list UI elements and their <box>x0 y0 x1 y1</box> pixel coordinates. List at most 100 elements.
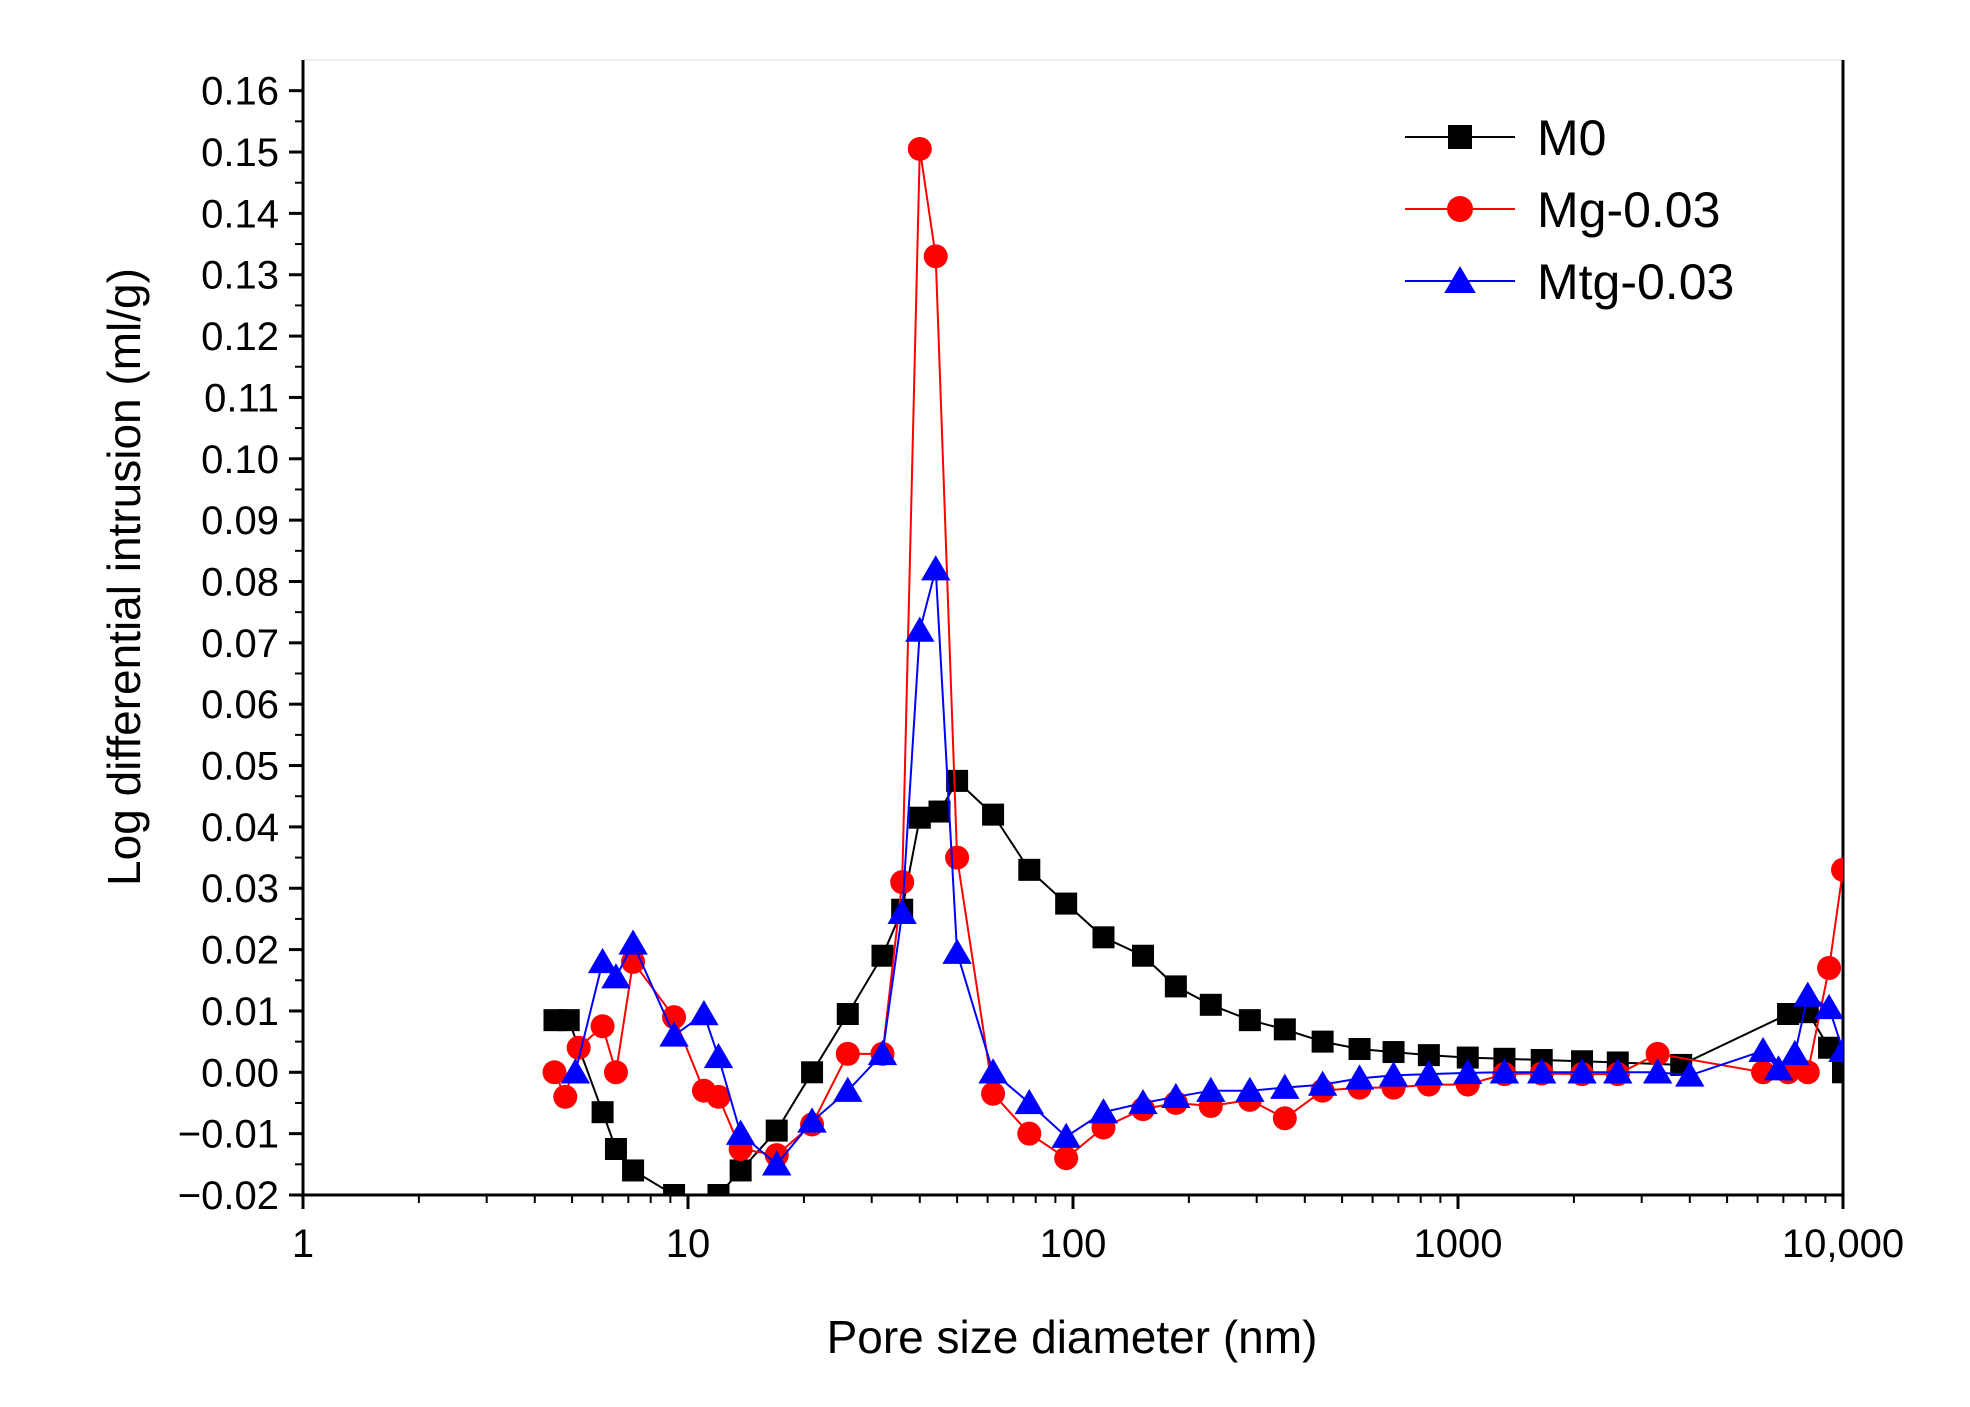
data-point <box>591 1101 614 1124</box>
y-tick-label: 0.02 <box>201 929 279 973</box>
data-point <box>1603 1058 1633 1084</box>
y-tick-label: 0.06 <box>201 683 279 727</box>
data-point <box>1777 1003 1800 1026</box>
data-point <box>618 929 648 955</box>
data-point <box>978 1058 1008 1084</box>
x-tick-label: 1 <box>292 1222 314 1266</box>
y-tick-label: −0.01 <box>178 1113 279 1157</box>
data-point <box>1054 1146 1079 1171</box>
data-point <box>1382 1041 1405 1064</box>
legend-marker <box>1444 266 1476 293</box>
data-point <box>566 1035 591 1060</box>
data-point <box>1161 1082 1191 1109</box>
y-tick-label: 0.12 <box>201 315 279 359</box>
data-point <box>1164 975 1187 998</box>
data-point <box>1642 1058 1673 1084</box>
y-tick-label: 0.04 <box>201 806 279 850</box>
data-point <box>1832 1061 1843 1084</box>
data-point <box>1307 1070 1338 1096</box>
data-point <box>1092 926 1115 949</box>
data-point <box>1199 993 1222 1016</box>
data-point <box>1348 1037 1371 1060</box>
data-point <box>797 1107 827 1133</box>
x-tick-label: 10 <box>666 1222 711 1266</box>
data-point <box>1128 1088 1158 1115</box>
data-point <box>1417 1044 1440 1067</box>
y-tick-label: 0.14 <box>201 192 279 236</box>
data-point <box>553 1084 578 1109</box>
data-point <box>1453 1058 1483 1085</box>
y-tick-label: 0.09 <box>201 499 279 543</box>
data-point <box>762 1150 792 1176</box>
y-tick-label: 0.01 <box>201 990 279 1034</box>
data-point <box>1763 1055 1794 1081</box>
data-point <box>703 1042 734 1069</box>
data-point <box>601 963 631 989</box>
data-point <box>867 1039 898 1066</box>
data-point <box>1567 1058 1597 1084</box>
data-point <box>1828 1036 1843 1063</box>
y-tick-label: 0.07 <box>201 622 279 666</box>
data-point <box>1272 1106 1297 1131</box>
data-point <box>1055 892 1078 915</box>
data-point <box>765 1119 788 1142</box>
data-point <box>706 1084 731 1109</box>
data-point <box>590 1014 615 1039</box>
y-axis: 0.16 0.15 0.14 0.13 0.12 0.11 0.10 0.09 0.08 0.07… <box>178 70 303 1218</box>
data-point <box>1645 1041 1670 1066</box>
data-point <box>1235 1076 1265 1102</box>
y-axis-title: Log differential intrusion (ml/g) <box>98 268 150 886</box>
data-point <box>836 1003 859 1026</box>
data-point <box>1414 1060 1444 1086</box>
data-point <box>887 898 917 924</box>
data-point <box>1238 1009 1261 1032</box>
y-tick-label: 0.15 <box>201 131 279 175</box>
data-point <box>729 1159 752 1182</box>
legend-item: Mtg-0.03 <box>1405 254 1734 310</box>
data-point <box>1017 1121 1042 1146</box>
data-point <box>1088 1098 1119 1124</box>
x-tick-label: 1000 <box>1414 1222 1503 1266</box>
data-point <box>659 1021 689 1047</box>
data-point <box>1273 1018 1296 1041</box>
data-point <box>908 806 931 829</box>
data-point <box>622 1159 645 1182</box>
y-tick-label: 0.00 <box>201 1051 279 1095</box>
data-point <box>1748 1036 1778 1063</box>
data-point <box>1014 1088 1044 1115</box>
data-point <box>1378 1061 1409 1087</box>
y-tick-label: 0.10 <box>201 438 279 482</box>
data-point <box>707 1184 730 1195</box>
data-point <box>1780 1039 1810 1066</box>
legend-label: Mtg-0.03 <box>1537 254 1734 310</box>
y-tick-label: 0.13 <box>201 254 279 298</box>
data-point <box>1051 1122 1081 1148</box>
data-point <box>663 1184 686 1195</box>
data-point <box>1817 956 1842 980</box>
x-axis-title: Pore size diameter (nm) <box>827 1311 1318 1363</box>
legend-item: M0 <box>1405 110 1606 166</box>
legend-label: Mg-0.03 <box>1537 182 1720 238</box>
data-point <box>1132 944 1155 967</box>
data-point <box>603 1060 628 1085</box>
data-point <box>833 1076 863 1102</box>
data-point <box>945 845 970 870</box>
data-point <box>1456 1046 1479 1069</box>
legend-item: Mg-0.03 <box>1405 182 1720 238</box>
data-point <box>871 944 894 967</box>
data-point <box>689 1000 719 1026</box>
x-tick-label: 100 <box>1040 1222 1107 1266</box>
legend: M0 Mg-0.03 Mtg-0.03 <box>1405 110 1734 310</box>
data-point <box>982 803 1005 826</box>
data-point <box>557 1009 580 1032</box>
data-point <box>801 1061 824 1084</box>
data-point <box>1831 857 1843 882</box>
data-point <box>1795 1060 1820 1085</box>
data-point <box>835 1041 860 1066</box>
data-point <box>981 1081 1006 1106</box>
data-point <box>946 769 969 792</box>
x-axis: 1 10 100 1000 10,000 <box>292 1195 1904 1266</box>
data-point <box>1344 1064 1375 1090</box>
